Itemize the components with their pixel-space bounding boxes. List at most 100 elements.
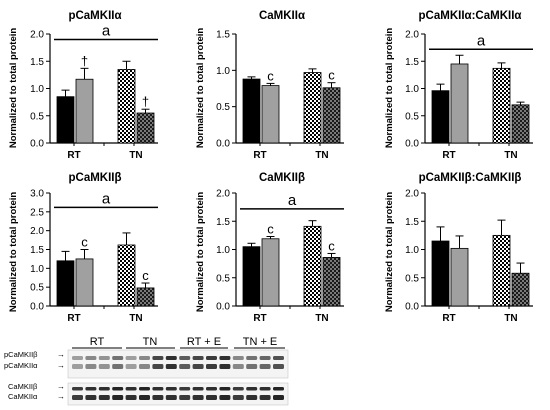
bar <box>303 225 322 307</box>
blot-band-camkii-beta <box>112 387 124 391</box>
blot-band-camkii-beta <box>179 387 191 391</box>
bar <box>242 78 261 144</box>
band-arrow: → <box>57 361 65 370</box>
bar <box>136 112 155 144</box>
y-tick-label: 0.0 <box>405 302 419 313</box>
significance-letter: a <box>477 32 486 49</box>
blot-band-camkii-alpha <box>179 395 191 400</box>
blot-band-pcamkii-beta <box>232 356 244 360</box>
blot-band-pcamkii-beta <box>219 356 231 360</box>
blot-band-pcamkii-alpha <box>165 364 177 369</box>
blot-band-pcamkii-alpha <box>219 364 231 369</box>
significance-marker: † <box>81 53 88 68</box>
bar <box>75 78 94 144</box>
significance-letter: a <box>102 22 111 39</box>
blot-band-pcamkii-alpha <box>125 364 137 369</box>
blot-lane-label-tn: TN <box>143 336 158 348</box>
bar <box>322 87 341 144</box>
band-arrow: → <box>57 350 65 359</box>
chart-title: pCaMKIIβ:CaMKIIβ <box>419 172 522 184</box>
y-tick-label: 0.5 <box>30 111 44 122</box>
y-tick-label: 2.0 <box>405 30 419 41</box>
blot-band-camkii-beta <box>246 387 258 391</box>
blot-band-pcamkii-beta <box>259 356 271 360</box>
blot-band-camkii-alpha <box>125 395 137 400</box>
blot-band-camkii-beta <box>219 387 231 391</box>
blot-band-pcamkii-alpha <box>246 364 258 369</box>
group-label: TN <box>315 313 328 324</box>
blot-band-camkii-alpha <box>112 395 124 400</box>
blot-band-camkii-beta <box>98 387 110 391</box>
group-label: TN <box>129 313 142 324</box>
y-tick-label: 1.5 <box>30 57 44 68</box>
blot-band-pcamkii-alpha <box>152 364 164 369</box>
chart-camkii-alpha: CaMKIIα Normalized to total protein 0.0 0… <box>195 10 344 161</box>
band-arrow: → <box>57 392 65 401</box>
group-label: TN <box>504 313 517 324</box>
significance-marker: c <box>328 238 335 253</box>
blot-lane-label-rt-e: RT + E <box>187 336 221 348</box>
group-label: TN <box>129 150 142 161</box>
bar <box>117 244 136 307</box>
significance-marker: c <box>142 268 149 283</box>
bar <box>450 247 469 307</box>
y-tick-label: 0.5 <box>216 273 230 284</box>
y-axis-label: Normalized to total protein <box>8 28 19 149</box>
y-tick-label: 0.0 <box>405 139 419 150</box>
blot-band-camkii-alpha <box>232 395 244 400</box>
blot-band-camkii-alpha <box>72 395 83 400</box>
y-tick-label: 1.5 <box>216 217 230 228</box>
y-tick-label: 1.0 <box>216 66 230 77</box>
blot-band-pcamkii-beta <box>125 356 137 360</box>
chart-pcamkii-beta: pCaMKIIβ Normalized to total protein 0.0… <box>8 172 158 324</box>
band-arrow: → <box>57 382 65 391</box>
blot-band-pcamkii-beta <box>139 356 150 360</box>
y-tick-label: 1.0 <box>30 84 44 95</box>
bar <box>117 69 136 144</box>
blot-lane-label-tn-e: TN + E <box>243 336 278 348</box>
bar <box>75 258 94 307</box>
group-label: RT <box>442 150 455 161</box>
group-label: RT <box>67 150 80 161</box>
western-blot: RT TN RT + E TN + E pCaMKIIβ → pCaMKIIα … <box>4 336 289 406</box>
blot-band-camkii-beta <box>125 387 137 391</box>
blot-band-pcamkii-beta <box>72 356 83 360</box>
bar <box>492 67 511 144</box>
blot-band-pcamkii-beta <box>152 356 164 360</box>
blot-band-camkii-beta <box>192 387 204 391</box>
bar <box>431 240 450 307</box>
chart-title: CaMKIIα <box>259 10 305 22</box>
chart-pcamkii-alpha: pCaMKIIα Normalized to total protein 0.0… <box>8 10 158 161</box>
y-tick-label: 1.0 <box>30 264 44 275</box>
significance-marker: c <box>328 68 335 83</box>
blot-band-pcamkii-alpha <box>179 364 191 369</box>
blot-band-camkii-beta <box>152 387 164 391</box>
bar <box>431 90 450 144</box>
blot-band-pcamkii-alpha <box>72 364 83 369</box>
bar <box>303 72 322 144</box>
bar <box>56 96 75 144</box>
blot-band-camkii-beta <box>206 387 217 391</box>
chart-title: pCaMKIIβ <box>68 172 121 184</box>
chart-camkii-beta: CaMKIIβ Normalized to total protein 0.0 0… <box>195 172 344 324</box>
blot-band-camkii-beta <box>72 387 83 391</box>
y-tick-label: 1.5 <box>405 57 419 68</box>
blot-band-pcamkii-beta <box>192 356 204 360</box>
y-tick-label: 0.5 <box>405 111 419 122</box>
bar <box>511 104 530 144</box>
blot-lane-label-rt: RT <box>90 336 105 348</box>
significance-letter: a <box>288 192 297 209</box>
blot-band-camkii-beta <box>232 387 244 391</box>
blot-band-camkii-beta <box>85 387 97 391</box>
y-tick-label: 1.0 <box>405 245 419 256</box>
y-tick-label: 0.5 <box>405 273 419 284</box>
significance-marker: c <box>267 68 274 83</box>
y-tick-label: 2.0 <box>216 189 230 200</box>
bar <box>450 63 469 144</box>
y-axis-label: Normalized to total protein <box>384 28 395 149</box>
blot-band-pcamkii-alpha <box>232 364 244 369</box>
significance-marker: † <box>142 94 149 109</box>
y-axis-label: Normalized to total protein <box>8 192 19 313</box>
blot-band-pcamkii-beta <box>165 356 177 360</box>
bar <box>261 238 280 307</box>
